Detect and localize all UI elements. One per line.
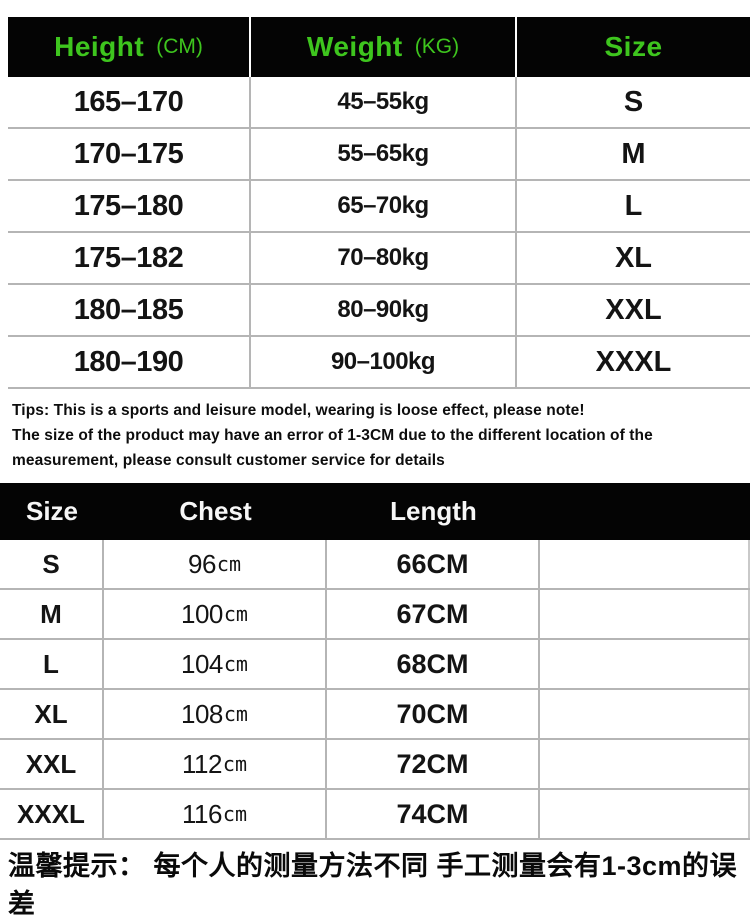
table2-header-size: Size xyxy=(25,496,79,526)
chest-unit: cm xyxy=(223,652,248,676)
weight-value: 45–55kg xyxy=(337,88,429,115)
chest-value: 108 xyxy=(181,698,223,729)
table1-header-row: Height (CM) Weight (KG) Size xyxy=(8,17,750,77)
table-row: 175–182 70–80kg XL xyxy=(8,233,750,285)
height-value: 165–170 xyxy=(73,85,184,118)
table-row: 170–175 55–65kg M xyxy=(8,129,750,181)
size-value: M xyxy=(0,590,104,638)
height-value: 175–182 xyxy=(73,241,184,274)
weight-value: 70–80kg xyxy=(337,244,429,271)
size-value: L xyxy=(624,189,643,222)
empty-cell xyxy=(540,590,750,638)
size-value: XXL xyxy=(605,293,662,326)
chest-unit: cm xyxy=(222,752,248,776)
table-row: XL 108 cm 70CM xyxy=(0,690,750,740)
table2-header-row: Size Chest Length xyxy=(0,483,750,540)
footer-warm-tip: 温馨提示： 每个人的测量方法不同 手工测量会有1-3cm的误差 xyxy=(8,851,738,919)
size-value: XXL xyxy=(0,740,104,788)
size-value: XXXL xyxy=(0,790,104,838)
table-row: XXL 112 cm 72CM xyxy=(0,740,750,790)
size-chart-sheet: Height (CM) Weight (KG) Size 165–170 45–… xyxy=(0,17,750,919)
size-value: S xyxy=(0,540,104,588)
weight-value: 80–90kg xyxy=(337,296,429,323)
height-header-unit: (CM) xyxy=(156,35,203,58)
chest-value: 116 xyxy=(181,798,222,829)
chest-length-table: Size Chest Length S 96 cm 66CM M 100 cm 67… xyxy=(0,483,750,840)
table1-header-height: Height (CM) xyxy=(8,17,249,77)
table-row: M 100 cm 67CM xyxy=(0,590,750,640)
table1-header-size: Size xyxy=(517,17,750,77)
chest-value: 96 xyxy=(187,548,216,579)
tips-note: Tips: This is a sports and leisure model… xyxy=(12,398,750,473)
weight-header-unit: (KG) xyxy=(414,35,460,58)
height-weight-size-table: Height (CM) Weight (KG) Size 165–170 45–… xyxy=(8,17,750,389)
table2-header-length: Length xyxy=(390,496,477,526)
length-value: 66CM xyxy=(327,540,540,588)
table-row: S 96 cm 66CM xyxy=(0,540,750,590)
length-value: 72CM xyxy=(327,740,540,788)
empty-cell xyxy=(540,690,750,738)
weight-header-label: Weight xyxy=(306,31,403,62)
height-value: 175–180 xyxy=(73,189,184,222)
size-value: L xyxy=(0,640,104,688)
height-value: 180–190 xyxy=(73,345,184,378)
tips-line-1: Tips: This is a sports and leisure model… xyxy=(12,402,585,419)
tips-line-2: The size of the product may have an erro… xyxy=(12,427,653,444)
length-value: 70CM xyxy=(327,690,540,738)
chest-value: 112 xyxy=(181,748,222,779)
chest-unit: cm xyxy=(223,602,248,626)
height-value: 170–175 xyxy=(73,137,184,170)
size-header-label: Size xyxy=(604,31,663,62)
tips-line-3: measurement, please consult customer ser… xyxy=(12,452,445,469)
table1-header-weight: Weight (KG) xyxy=(251,17,515,77)
size-value: S xyxy=(623,85,644,118)
chest-unit: cm xyxy=(216,552,241,576)
table2-header-chest: Chest xyxy=(179,496,252,526)
empty-cell xyxy=(540,790,750,838)
table-row: 180–190 90–100kg XXXL xyxy=(8,337,750,389)
empty-cell xyxy=(540,640,750,688)
table-row: 180–185 80–90kg XXL xyxy=(8,285,750,337)
weight-value: 90–100kg xyxy=(330,348,436,375)
length-value: 74CM xyxy=(327,790,540,838)
chest-value: 104 xyxy=(181,648,223,679)
table-row: L 104 cm 68CM xyxy=(0,640,750,690)
table-row: XXXL 116 cm 74CM xyxy=(0,790,750,840)
length-value: 67CM xyxy=(327,590,540,638)
chest-unit: cm xyxy=(223,702,248,726)
chest-value: 100 xyxy=(181,598,223,629)
weight-value: 55–65kg xyxy=(337,140,429,167)
weight-value: 65–70kg xyxy=(337,192,429,219)
chest-unit: cm xyxy=(222,802,248,826)
empty-cell xyxy=(540,740,750,788)
height-value: 180–185 xyxy=(73,293,184,326)
size-value: XXXL xyxy=(595,345,672,378)
size-value: M xyxy=(621,137,646,170)
empty-cell xyxy=(540,540,750,588)
height-header-label: Height xyxy=(54,31,145,62)
table-row: 165–170 45–55kg S xyxy=(8,77,750,129)
table-row: 175–180 65–70kg L xyxy=(8,181,750,233)
size-value: XL xyxy=(614,241,653,274)
size-value: XL xyxy=(0,690,104,738)
length-value: 68CM xyxy=(327,640,540,688)
